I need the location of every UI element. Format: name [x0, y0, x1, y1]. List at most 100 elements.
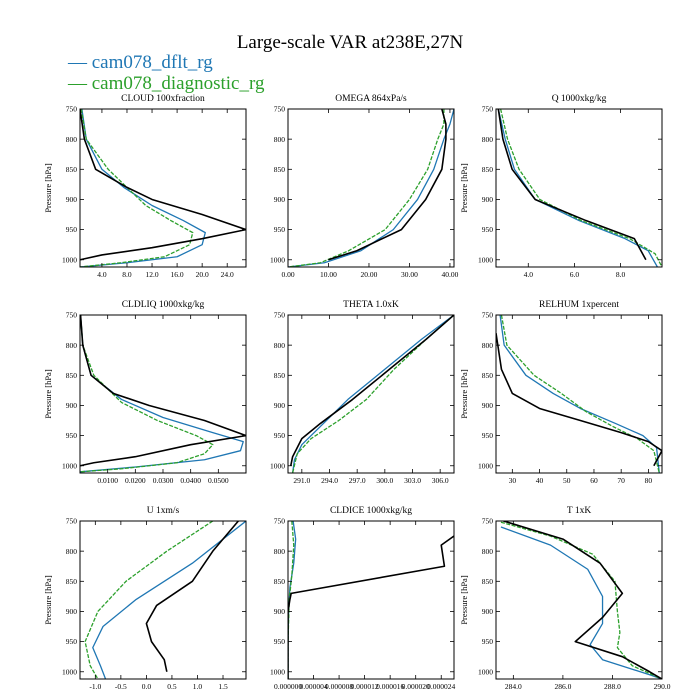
- x-tick-label: 0.000024: [427, 682, 455, 691]
- x-tick-label: 291.0: [293, 476, 310, 485]
- legend-entry-cam078-diagnostic-rg: — cam078_diagnostic_rg: [67, 73, 265, 94]
- y-tick-label: 950: [482, 637, 494, 646]
- y-tick-label: 850: [274, 165, 286, 174]
- x-tick-label: 284.0: [505, 682, 522, 691]
- x-tick-label: 1.0: [193, 682, 203, 691]
- y-axis-label: Pressure [hPa]: [43, 163, 53, 213]
- y-tick-label: 800: [274, 135, 286, 144]
- panel-title: Q 1000xkg/kg: [552, 94, 607, 104]
- y-tick-label: 950: [274, 431, 286, 440]
- panel-title: CLOUD 100xfraction: [121, 93, 205, 104]
- y-tick-label: 750: [482, 517, 494, 526]
- x-tick-label: 0.0300: [153, 476, 174, 485]
- series-line-cam078_dflt_rg: [500, 526, 662, 679]
- y-tick-label: 1000: [478, 667, 493, 676]
- x-tick-label: 290.0: [654, 682, 671, 691]
- x-tick-label: 0.000020: [402, 682, 430, 691]
- series-line-cam078_diagnostic_rg: [499, 109, 662, 267]
- panel-title: OMEGA 864xPa/s: [335, 94, 407, 104]
- y-tick-label: 750: [482, 105, 494, 114]
- x-tick-label: -0.5: [115, 682, 127, 691]
- x-tick-label: 30: [509, 476, 517, 485]
- series-line-unlabeled: [289, 315, 454, 466]
- x-tick-label: 40.00: [442, 270, 459, 279]
- y-axis-label: Pressure [hPa]: [43, 369, 53, 419]
- y-tick-label: 1000: [270, 255, 285, 264]
- legend-entry-cam078-dflt-rg: — cam078_dflt_rg: [67, 52, 213, 73]
- x-tick-label: 294.0: [321, 476, 338, 485]
- x-tick-label: 80: [645, 476, 653, 485]
- panel-title: CLDICE 1000xkg/kg: [330, 506, 412, 516]
- x-tick-label: 303.0: [404, 476, 421, 485]
- page-title: Large-scale VAR at238E,27N: [237, 32, 464, 53]
- y-tick-label: 1000: [62, 667, 77, 676]
- y-tick-label: 1000: [270, 461, 285, 470]
- y-tick-label: 750: [66, 311, 78, 320]
- panel-7: U 1xm/s Pressure [hPa] 750 800 850 900 950 1000…: [43, 506, 247, 691]
- series-line-unlabeled: [497, 109, 647, 261]
- y-tick-label: 800: [66, 547, 78, 556]
- panel-1: CLOUD 100xfraction Pressure [hPa] 750 800 85…: [43, 93, 247, 279]
- y-tick-label: 950: [66, 637, 78, 646]
- legend: — cam078_dflt_rg — cam078_diagnostic_rg: [67, 52, 265, 94]
- y-tick-label: 950: [482, 431, 494, 440]
- x-tick-label: 0.000012: [351, 682, 379, 691]
- series-line-unlabeled: [80, 109, 246, 261]
- series-line-cam078_diagnostic_rg: [80, 315, 214, 473]
- x-tick-label: 0.0500: [208, 476, 229, 485]
- y-tick-label: 950: [274, 225, 286, 234]
- y-tick-label: 850: [66, 371, 78, 380]
- x-tick-label: 50: [563, 476, 571, 485]
- plot-frame: [79, 108, 247, 268]
- y-tick-label: 1000: [62, 461, 77, 470]
- plot-frame: [287, 108, 455, 268]
- y-axis-label: Pressure [hPa]: [459, 163, 469, 213]
- x-tick-label: 24.0: [221, 270, 234, 279]
- y-tick-label: 950: [482, 225, 494, 234]
- series-line-unlabeled: [80, 315, 246, 467]
- y-tick-label: 900: [66, 607, 78, 616]
- plot-frame: [495, 108, 663, 268]
- series-line-cam078_dflt_rg: [80, 315, 244, 473]
- y-tick-label: 900: [274, 195, 286, 204]
- x-tick-label: 0.000016: [376, 682, 404, 691]
- y-tick-label: 1000: [62, 255, 77, 264]
- y-tick-label: 900: [66, 195, 78, 204]
- panel-title: CLDLIQ 1000xkg/kg: [122, 300, 205, 310]
- x-tick-label: 0.0: [142, 682, 152, 691]
- y-tick-label: 900: [482, 195, 494, 204]
- series-line-unlabeled: [496, 332, 662, 467]
- y-axis-label: Pressure [hPa]: [459, 369, 469, 419]
- x-tick-label: 0.000004: [299, 682, 327, 691]
- x-tick-label: 306.0: [432, 476, 449, 485]
- x-tick-label: 70: [617, 476, 625, 485]
- x-tick-label: 1.5: [218, 682, 228, 691]
- y-tick-label: 850: [482, 577, 494, 586]
- y-tick-label: 800: [482, 135, 494, 144]
- x-tick-label: -1.0: [89, 682, 101, 691]
- panel-3: Q 1000xkg/kg Pressure [hPa] 750 800 850 900 95…: [459, 94, 663, 279]
- x-tick-label: 4.0: [97, 270, 107, 279]
- x-tick-label: 40: [536, 476, 544, 485]
- series-line-cam078_diagnostic_rg: [500, 315, 660, 473]
- y-tick-label: 900: [274, 401, 286, 410]
- y-tick-label: 1000: [270, 667, 285, 676]
- x-tick-label: 0.0100: [97, 476, 118, 485]
- panel-title: RELHUM 1xpercent: [539, 300, 619, 310]
- y-axis-label: Pressure [hPa]: [43, 575, 53, 625]
- series-line-cam078_diagnostic_rg: [80, 109, 194, 267]
- x-tick-label: 0.0200: [125, 476, 146, 485]
- x-tick-label: 0.0400: [180, 476, 201, 485]
- y-tick-label: 850: [66, 165, 78, 174]
- series-line-cam078_dflt_rg: [497, 109, 658, 267]
- y-tick-label: 750: [274, 517, 286, 526]
- x-tick-label: 30.00: [401, 270, 418, 279]
- series-line-cam078_dflt_rg: [291, 315, 454, 473]
- x-tick-label: 300.0: [376, 476, 393, 485]
- y-tick-label: 850: [274, 577, 286, 586]
- x-tick-label: 8.0: [616, 270, 626, 279]
- y-tick-label: 900: [482, 607, 494, 616]
- series-line-unlabeled: [328, 109, 447, 261]
- panel-grid: CLOUD 100xfraction Pressure [hPa] 750 800 85…: [43, 93, 671, 691]
- y-tick-label: 950: [66, 225, 78, 234]
